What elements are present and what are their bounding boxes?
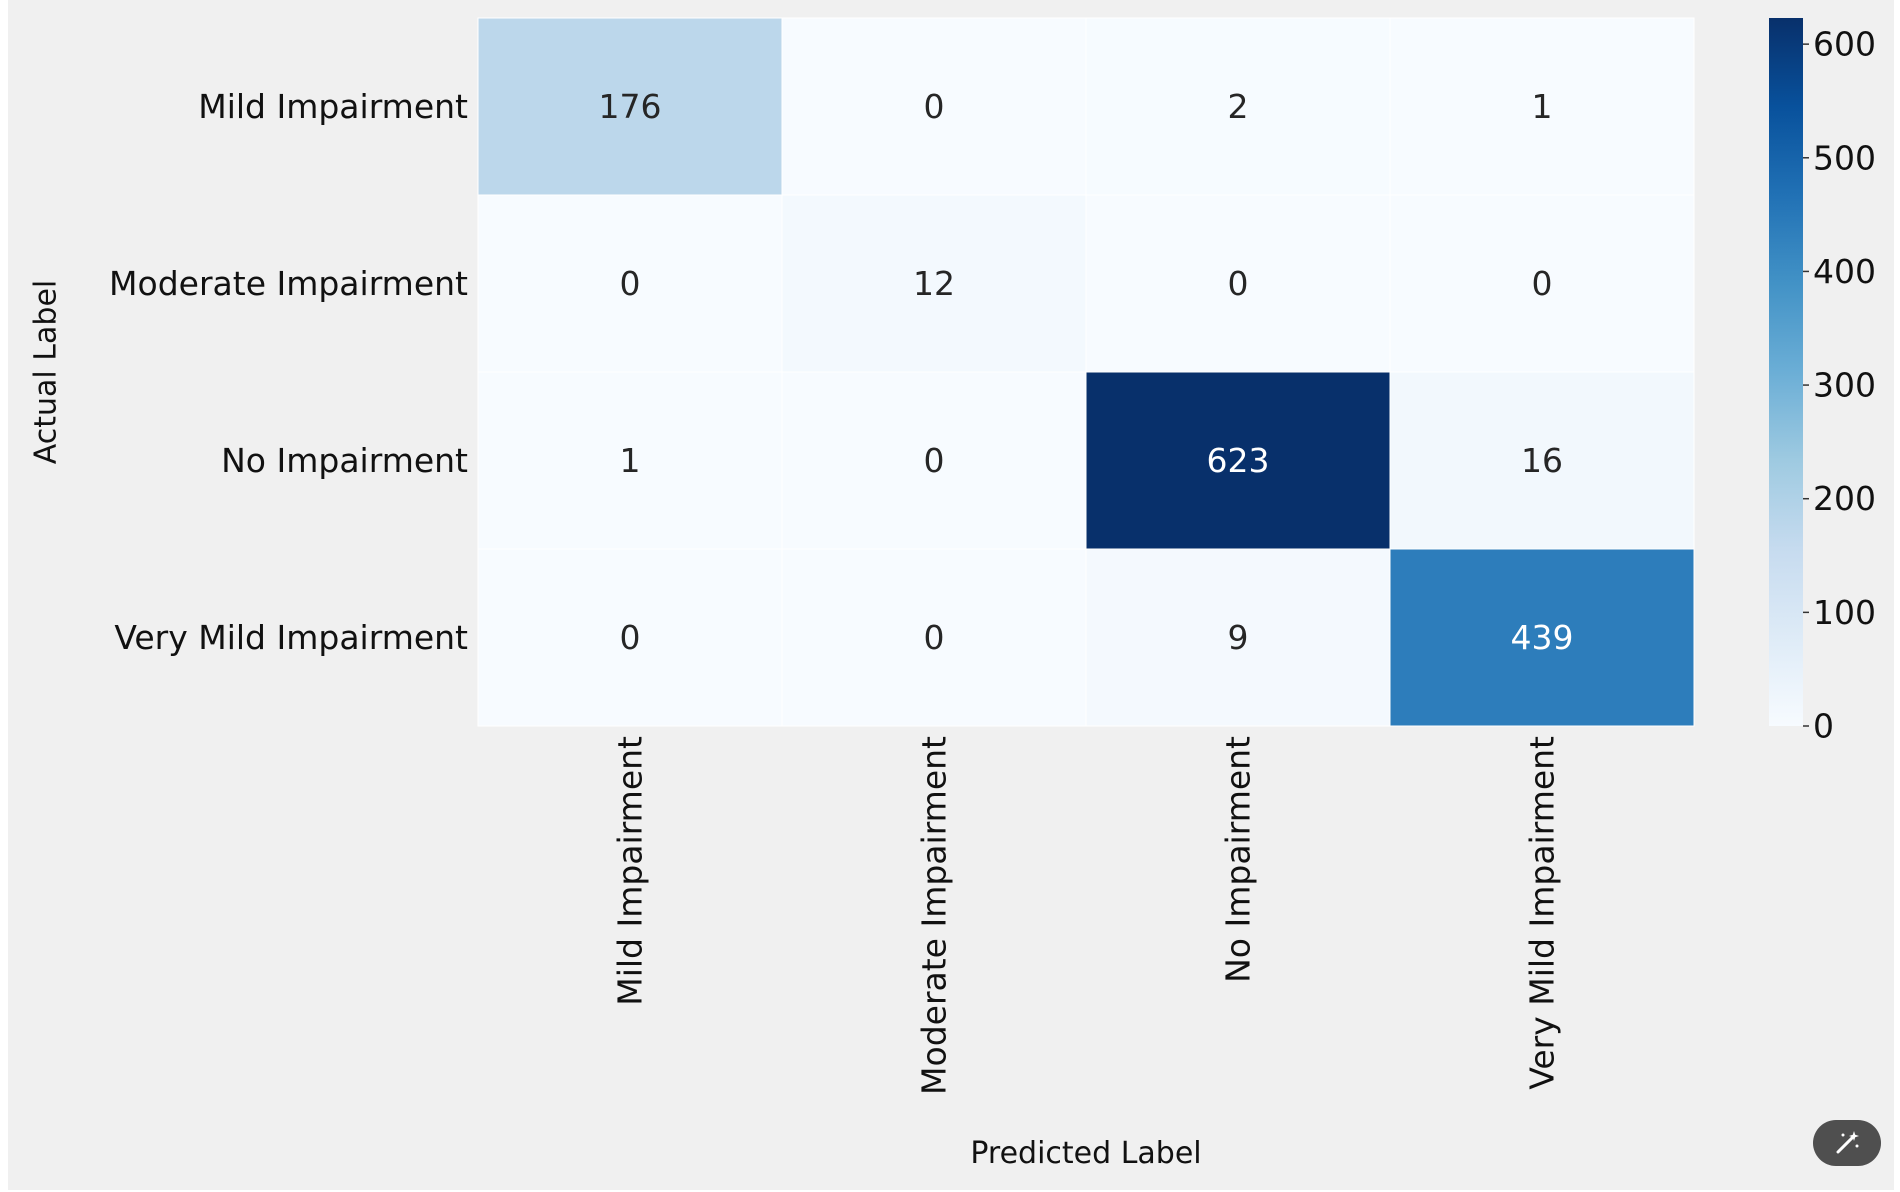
x-tick-label: Moderate Impairment — [915, 736, 954, 1095]
cell-value-label: 1 — [620, 441, 641, 480]
colorbar-tick-label: 100 — [1813, 593, 1876, 632]
y-tick-label: Mild Impairment — [198, 87, 468, 126]
heatmap-cell — [477, 194, 783, 373]
heatmap-cell — [781, 194, 1087, 373]
cell-value-label: 623 — [1207, 441, 1270, 480]
colorbar-tick-label: 300 — [1813, 366, 1876, 405]
cell-value-label: 9 — [1228, 618, 1249, 657]
colorbar-tick-label: 500 — [1813, 138, 1876, 177]
y-axis-label: Actual Label — [29, 280, 64, 464]
y-tick-label: Very Mild Impairment — [114, 618, 468, 657]
colorbar — [1769, 18, 1803, 726]
cell-value-label: 0 — [924, 618, 945, 657]
cell-value-label: 2 — [1228, 87, 1249, 126]
heatmap-cell — [1389, 371, 1695, 550]
cell-value-label: 0 — [924, 441, 945, 480]
heatmap-cell — [1085, 194, 1391, 373]
colorbar-tick-label: 0 — [1813, 707, 1834, 746]
heatmap-cell — [781, 17, 1087, 196]
colorbar-tick-label: 400 — [1813, 252, 1876, 291]
cell-value-label: 16 — [1521, 441, 1563, 480]
heatmap-cell — [781, 548, 1087, 727]
cell-value-label: 0 — [620, 264, 641, 303]
figure: 176 0 2 1 0 12 0 0 1 0 623 16 0 0 9 439 Mild Impairment M… — [8, 0, 1894, 1190]
cell-value-label: 0 — [620, 618, 641, 657]
cell-value-label: 439 — [1511, 618, 1574, 657]
cell-value-label: 0 — [1228, 264, 1249, 303]
heatmap-cell — [1389, 194, 1695, 373]
cell-value-label: 176 — [599, 87, 662, 126]
y-tick-label: No Impairment — [221, 441, 468, 480]
x-axis-label: Predicted Label — [970, 1136, 1201, 1171]
x-tick-label: Very Mild Impairment — [1523, 736, 1562, 1090]
confusion-matrix-chart: 176 0 2 1 0 12 0 0 1 0 623 16 0 0 9 439 Mild Impairment M… — [29, 17, 1876, 1171]
cell-value-label: 0 — [924, 87, 945, 126]
heatmap-cell — [1085, 548, 1391, 727]
colorbar-tick-label: 200 — [1813, 479, 1876, 518]
cell-value-label: 0 — [1532, 264, 1553, 303]
magic-wand-icon — [1836, 1131, 1859, 1154]
x-tick-label: Mild Impairment — [611, 736, 650, 1006]
heatmap-cell — [1389, 17, 1695, 196]
x-tick-label: No Impairment — [1219, 736, 1258, 983]
heatmap-cell — [477, 17, 783, 196]
magic-wand-button[interactable] — [1813, 1120, 1881, 1166]
y-tick-label: Moderate Impairment — [109, 264, 468, 303]
cell-value-label: 1 — [1532, 87, 1553, 126]
heatmap-cell — [1085, 17, 1391, 196]
heatmap-cell — [781, 371, 1087, 550]
heatmap-cell — [1389, 548, 1695, 727]
colorbar-tick-label: 600 — [1813, 25, 1876, 64]
heatmap-cell — [477, 548, 783, 727]
cell-value-label: 12 — [913, 264, 955, 303]
